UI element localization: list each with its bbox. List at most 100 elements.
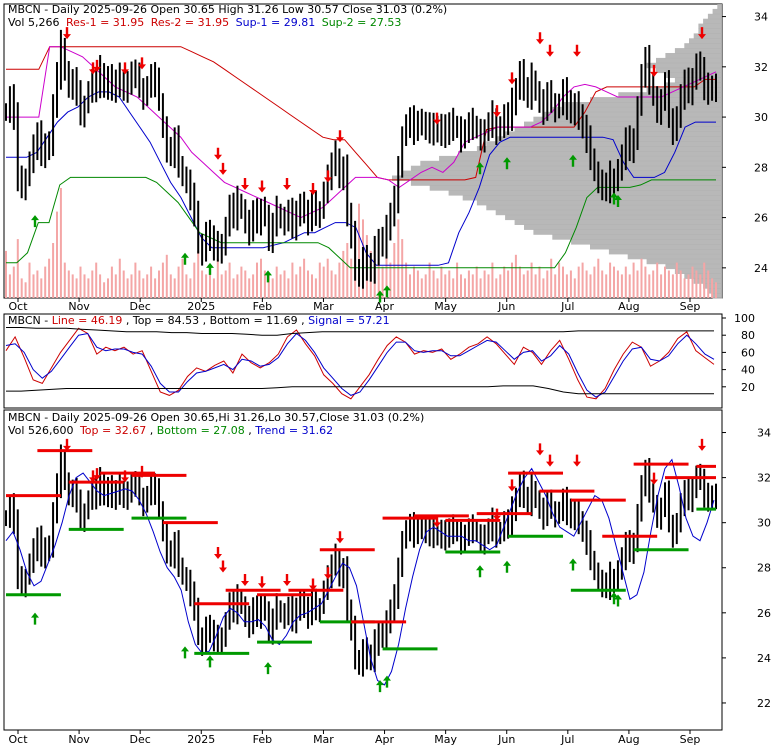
- volume-bar: [314, 278, 317, 298]
- volume-bar: [573, 278, 576, 298]
- trend-sell-arrow: [336, 531, 344, 544]
- volume-bar: [126, 278, 129, 298]
- volume-bar: [377, 262, 380, 298]
- volume-profile-bar: [505, 214, 722, 221]
- volume-bar: [569, 270, 572, 298]
- trend-sell-arrow: [493, 508, 501, 521]
- volume-profile-bar: [707, 288, 722, 294]
- volume-bar: [542, 278, 545, 298]
- buy-arrow: [31, 215, 39, 228]
- volume-bar: [209, 266, 211, 298]
- volume-bar: [613, 266, 615, 298]
- sell-arrow: [336, 130, 344, 143]
- volume-bar: [275, 266, 278, 298]
- volume-bar: [142, 278, 145, 298]
- price-legend-title: MBCN - Daily 2025-09-26 Open 30.65 High …: [8, 3, 447, 16]
- volume-bar: [256, 262, 258, 298]
- volume-bar: [405, 262, 408, 298]
- trend-xtick-label: Oct: [8, 733, 28, 745]
- trend-sell-arrow: [89, 470, 97, 483]
- volume-bar: [67, 270, 70, 298]
- volume-bar: [601, 270, 604, 298]
- volume-bar: [185, 274, 188, 298]
- price-series-sup-1: [6, 91, 716, 266]
- price-ytick-label: 34: [754, 11, 768, 24]
- sell-arrow: [433, 112, 441, 125]
- volume-bar: [385, 254, 388, 298]
- volume-bar: [110, 266, 113, 298]
- trend-buy-arrow: [476, 565, 484, 578]
- buy-arrow: [376, 290, 384, 303]
- trend-sell-arrow: [650, 472, 658, 485]
- price-xtick-label: Jul: [560, 300, 574, 313]
- volume-bar: [134, 262, 137, 298]
- price-ytick-label: 24: [754, 262, 768, 275]
- volume-bar: [205, 274, 208, 298]
- volume-profile-bar: [665, 263, 722, 270]
- volume-bar: [311, 274, 313, 298]
- volume-bar: [581, 262, 584, 298]
- trend-xtick-label: Feb: [253, 733, 272, 745]
- volume-bar: [397, 219, 400, 298]
- volume-profile-bar: [717, 4, 722, 10]
- price-xtick-label: 2025: [187, 300, 215, 313]
- volume-bar: [299, 266, 302, 298]
- volume-bar: [95, 262, 98, 298]
- volume-bar: [695, 270, 698, 298]
- volume-bar: [154, 278, 157, 298]
- volume-profile-bar: [656, 57, 722, 64]
- trend-buy-arrow: [376, 680, 384, 693]
- volume-bar: [169, 274, 172, 298]
- volume-bar: [56, 211, 58, 298]
- volume-profile-bar: [665, 82, 722, 88]
- trend-legend-trend: Trend = 31.62: [254, 424, 333, 437]
- volume-bar: [342, 250, 345, 298]
- volume-profile-bar: [693, 33, 722, 39]
- volume-bar: [616, 270, 619, 298]
- volume-profile-bar: [410, 165, 722, 172]
- volume-bar: [228, 262, 231, 298]
- volume-bar: [487, 274, 490, 298]
- trend-xtick-label: Dec: [130, 733, 151, 745]
- volume-bar: [534, 274, 537, 298]
- svg-text:Vol 5,266 Res-1 = 31.95: Vol 5,266 Res-1 = 31.95 Res-2 = 31.95 Su…: [8, 16, 401, 29]
- volume-bar: [193, 262, 196, 298]
- price-ytick-label: 30: [754, 111, 768, 124]
- volume-profile-bar: [618, 92, 722, 98]
- volume-profile-bar: [571, 239, 722, 245]
- volume-bar: [664, 266, 666, 298]
- volume-bar: [326, 258, 329, 298]
- volume-profile-bar: [590, 97, 722, 103]
- trend-buy-arrow: [383, 675, 391, 688]
- volume-bar: [538, 266, 541, 298]
- volume-profile-bar: [533, 116, 722, 123]
- svg-text:MBCN - Line = 46.19: MBCN - Line = 46.19 , Top = 84.53 , Bott…: [8, 314, 390, 327]
- trend-sell-arrow: [121, 470, 129, 483]
- volume-bar: [201, 270, 204, 298]
- buy-arrow: [503, 157, 511, 170]
- volume-bar: [687, 274, 690, 298]
- trend-sell-arrow: [536, 443, 544, 456]
- price-xtick-label: Mar: [313, 300, 334, 313]
- trend-sell-arrow: [241, 574, 249, 587]
- volume-bar: [593, 266, 596, 298]
- price-legend-sup2: Sup-2 = 27.53: [322, 16, 402, 29]
- volume-bar: [428, 262, 431, 298]
- sell-arrow: [89, 62, 97, 75]
- buy-arrow: [264, 270, 272, 283]
- volume-profile-bar: [689, 38, 722, 44]
- volume-bar: [624, 266, 627, 298]
- price-legend-res2: Res-2 = 31.95: [151, 16, 229, 29]
- buy-arrow: [610, 192, 618, 205]
- trend-sell-arrow: [546, 454, 554, 467]
- volume-bar: [165, 254, 168, 298]
- price-ytick-label: 26: [754, 212, 768, 225]
- volume-bar: [479, 278, 482, 298]
- volume-bar: [656, 262, 659, 298]
- sell-arrow: [63, 27, 71, 40]
- volume-bar: [652, 270, 655, 298]
- sell-arrow: [258, 180, 266, 193]
- trend-buy-arrow: [569, 558, 577, 571]
- price-series-res-1: [6, 46, 716, 181]
